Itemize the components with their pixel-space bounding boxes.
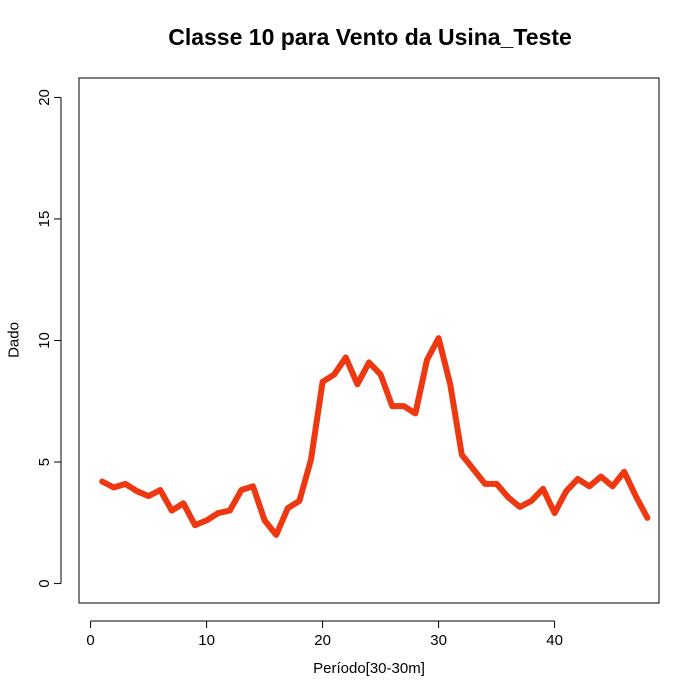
y-tick-label: 0 xyxy=(36,579,53,587)
y-tick-label: 20 xyxy=(36,89,53,106)
plot-frame xyxy=(78,77,660,604)
series-line xyxy=(99,335,651,538)
x-tick-label: 30 xyxy=(430,632,447,649)
x-tick-label: 20 xyxy=(314,632,331,649)
x-tick-label: 0 xyxy=(86,632,94,649)
x-axis-label: Período[30-30m] xyxy=(313,660,425,677)
x-tick-label: 10 xyxy=(198,632,215,649)
y-tick-label: 15 xyxy=(36,211,53,228)
y-tick-label: 5 xyxy=(36,458,53,466)
y-tick-label: 10 xyxy=(36,332,53,349)
chart-title: Classe 10 para Vento da Usina_Teste xyxy=(168,24,572,50)
x-tick-label: 40 xyxy=(546,632,563,649)
